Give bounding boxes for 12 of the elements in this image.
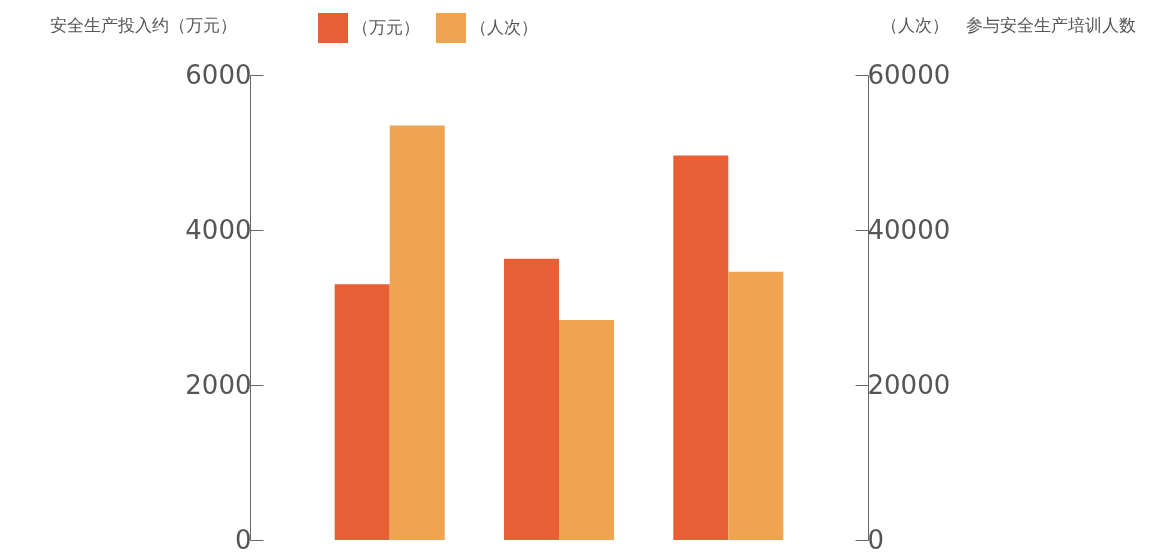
y2-tick-label: 0 [867, 524, 885, 555]
legend-label: （万元） [352, 17, 420, 37]
y2-axis-title: （人次） 参与安全生产培训人数 [880, 14, 1136, 35]
y-axis-title: 安全生产投入约（万元） [49, 14, 237, 35]
y2-tick-label: 40000 [867, 214, 951, 245]
y-tick-label: 4000 [185, 214, 252, 245]
y2-tick-label: 60000 [867, 59, 951, 90]
y-tick-label: 2000 [185, 369, 252, 400]
legend-label: （人次） [470, 17, 538, 37]
y2-tick-label: 20000 [867, 369, 951, 400]
y-tick-label: 6000 [185, 59, 252, 90]
y-tick-label: 0 [234, 524, 252, 555]
